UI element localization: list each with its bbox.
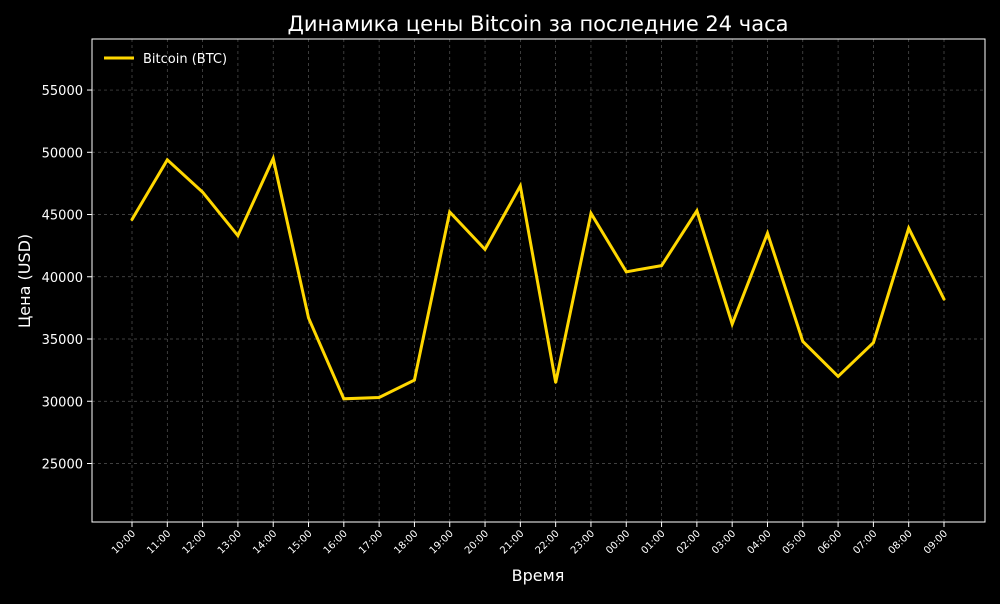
y-tick-label: 50000 [42,146,83,161]
x-tick-label: 23:00 [569,528,597,556]
plot-frame [91,38,986,523]
data-point [730,322,734,326]
data-point [625,270,628,273]
data-point [307,316,310,320]
x-tick-label: 14:00 [251,528,279,556]
data-point [942,297,946,301]
series-layer [130,153,946,401]
data-point [660,264,663,267]
data-point [554,381,557,384]
x-tick-label: 07:00 [851,528,879,556]
x-tick-label: 13:00 [216,528,244,556]
data-point [201,190,204,194]
data-point [236,234,240,237]
x-tick-label: 09:00 [922,528,950,556]
chart-title: Динамика цены Bitcoin за последние 24 ча… [287,12,788,36]
legend: Bitcoin (BTC) [104,52,227,67]
data-point [519,184,522,188]
x-tick-label: 19:00 [428,528,456,556]
x-tick-label: 12:00 [181,528,209,556]
data-point [766,231,769,235]
data-point [130,218,134,221]
data-point [589,212,593,215]
x-tick-label: 11:00 [145,528,173,556]
y-axis-label: Цена (USD) [15,234,34,328]
data-point [342,397,346,400]
x-tick-label: 15:00 [286,528,314,556]
y-tick-label: 45000 [42,209,83,224]
x-axis-label: Время [512,566,565,585]
data-point [166,158,169,161]
data-point [272,157,275,160]
x-tick-label: 08:00 [887,528,915,556]
data-point [448,210,451,214]
y-tick-label: 40000 [42,271,83,286]
data-point [483,248,487,251]
grid-layer [92,39,985,522]
x-tick-label: 05:00 [781,528,809,556]
y-tick-label: 35000 [42,333,83,348]
x-tick-label: 03:00 [710,528,738,556]
x-tick-label: 04:00 [745,528,773,556]
x-tick-label: 21:00 [498,528,526,556]
x-tick-label: 00:00 [604,528,632,556]
data-point [801,340,804,343]
x-tick-label: 18:00 [392,528,420,556]
x-tick-label: 22:00 [534,528,562,556]
x-tick-label: 16:00 [322,528,350,556]
x-tick-label: 17:00 [357,528,385,556]
data-point [413,378,416,382]
x-tick-label: 20:00 [463,528,491,556]
y-tick-label: 25000 [42,457,83,472]
data-point [836,375,840,378]
series-line-btc [130,153,946,401]
tick-layer: 10:00 11:00 12:00 13:00 14:00 15:00 16:00 17:00… [42,84,950,556]
x-tick-label: 06:00 [816,528,844,556]
data-point [377,396,381,399]
legend-label-btc: Bitcoin (BTC) [143,52,227,67]
x-tick-label: 01:00 [640,528,668,556]
data-point [907,227,910,230]
y-tick-label: 30000 [42,395,83,410]
x-tick-label: 02:00 [675,528,703,556]
data-point [872,341,875,344]
y-tick-label: 55000 [42,84,83,99]
data-point [695,209,699,212]
x-tick-label: 10:00 [110,528,138,556]
